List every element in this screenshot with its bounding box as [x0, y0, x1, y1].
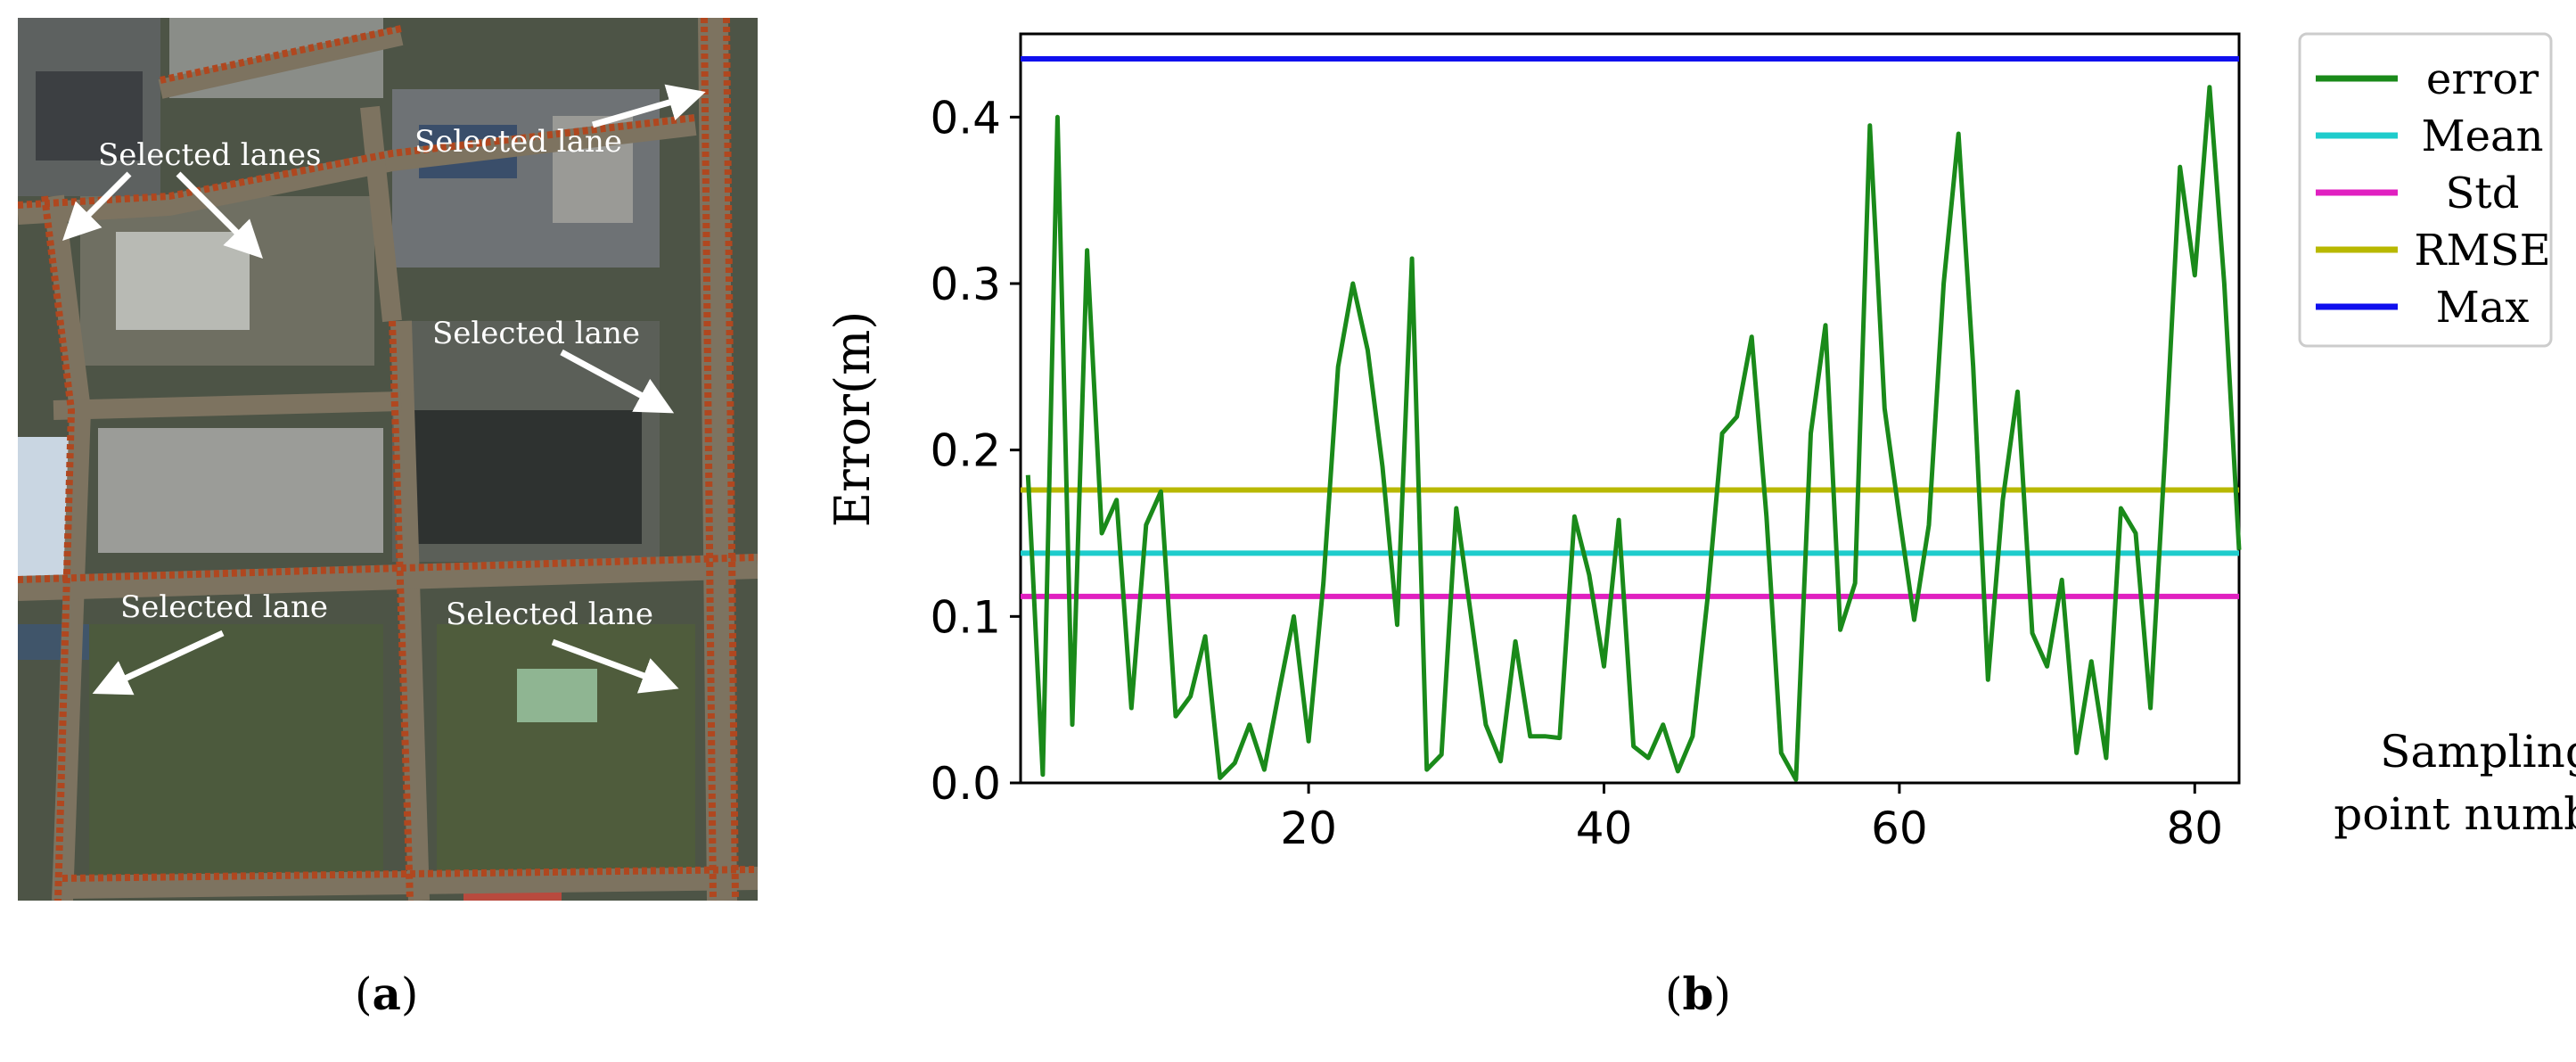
road: [390, 320, 430, 901]
y-tick-label: 0.0: [930, 758, 1001, 810]
road: [17, 554, 759, 601]
map-label-selected-lane: Selected lane: [414, 124, 622, 160]
park-block: [89, 624, 383, 892]
map-building: [116, 232, 250, 330]
x-axis: 20 40 60 80: [1280, 783, 2223, 854]
legend-label-error: error: [2426, 54, 2539, 104]
map-label-selected-lane: Selected lane: [120, 589, 328, 625]
map-label-selected-lane: Selected lane: [432, 316, 640, 351]
legend-label-std: Std: [2446, 169, 2520, 218]
x-axis-label-line2: point number: [2334, 788, 2576, 840]
error-line-chart: 0.0 0.1 0.2 0.3 0.4 20 40 60 80 error Mean Std RMS…: [824, 32, 2576, 854]
x-tick-label: 40: [1576, 803, 1633, 854]
annotation-arrow: [560, 349, 675, 414]
annotation-arrow: [92, 630, 225, 696]
annotation-arrow: [176, 171, 263, 259]
map-building: [98, 428, 383, 553]
panel-a-caption: (a): [355, 967, 419, 1020]
annotation-arrow: [551, 638, 679, 694]
road: [53, 391, 402, 420]
satellite-map: Selected lanes Selected lane Selected la…: [17, 17, 759, 901]
satellite-map-panel: Selected lanes Selected lane Selected la…: [17, 17, 759, 901]
x-tick-label: 60: [1871, 803, 1928, 854]
road: [698, 17, 737, 901]
annotation-arrow: [592, 84, 706, 128]
plot-area: [1019, 32, 2242, 785]
x-axis-label-line1: Sampling: [2380, 726, 2576, 778]
legend-label-max: Max: [2436, 283, 2530, 333]
map-building: [410, 410, 642, 544]
y-axis-label: Error(m): [824, 311, 881, 528]
y-tick-label: 0.1: [930, 591, 1001, 643]
map-label-selected-lanes: Selected lanes: [98, 137, 321, 173]
legend-box: [2298, 32, 2553, 348]
x-tick-label: 80: [2166, 803, 2223, 854]
y-axis: 0.0 0.1 0.2 0.3 0.4: [930, 92, 1021, 810]
annotation-arrow: [62, 171, 132, 241]
map-label-selected-lane: Selected lane: [446, 597, 653, 632]
series-line-error: [1025, 85, 2242, 782]
map-building: [18, 437, 71, 580]
map-building: [36, 71, 143, 161]
road: [360, 105, 402, 323]
road: [158, 26, 404, 99]
y-tick-label: 0.4: [930, 92, 1001, 144]
legend: error Mean Std RMSE Max: [2298, 32, 2553, 348]
park-block: [437, 624, 695, 883]
y-tick-label: 0.3: [930, 259, 1001, 310]
legend-label-mean: Mean: [2421, 111, 2543, 161]
error-chart-panel: 0.0 0.1 0.2 0.3 0.4 20 40 60 80 error Mean Std RMS…: [802, 0, 2576, 936]
panel-b-caption: (b): [1665, 967, 1731, 1020]
x-tick-label: 20: [1280, 803, 1337, 854]
pond: [517, 669, 597, 722]
legend-label-rmse: RMSE: [2414, 226, 2550, 276]
selected-lane-markings: [17, 17, 759, 901]
y-tick-label: 0.2: [930, 425, 1001, 477]
